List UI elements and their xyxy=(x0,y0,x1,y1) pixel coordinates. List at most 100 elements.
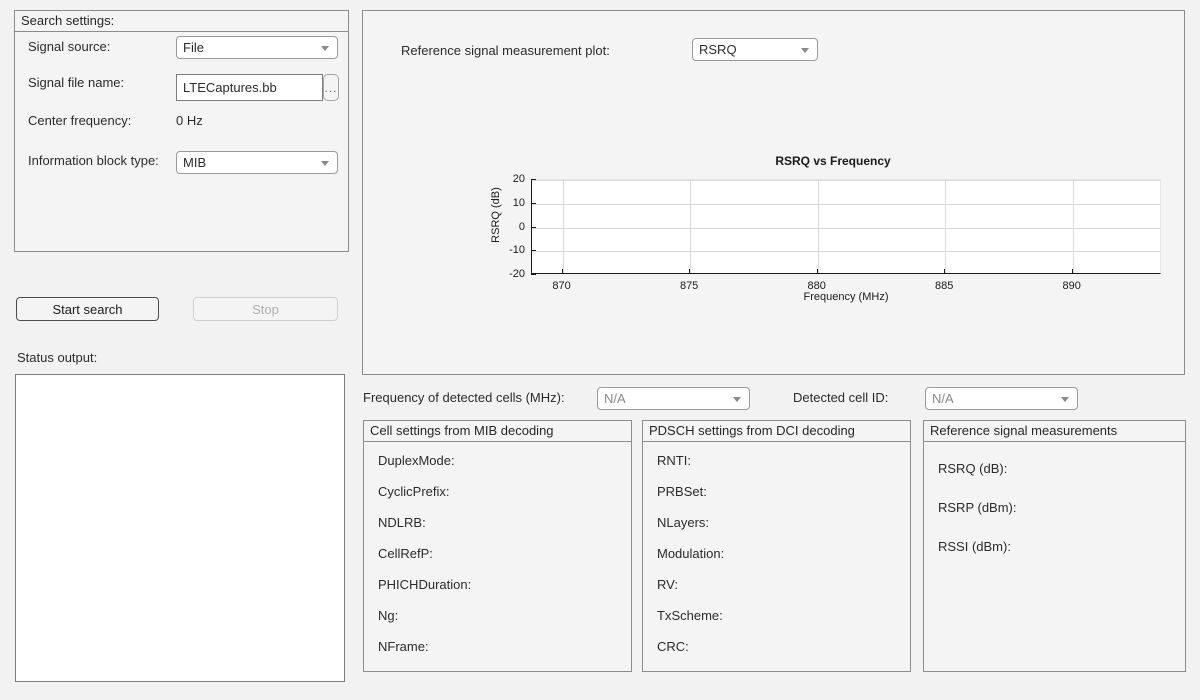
gridline-horizontal xyxy=(532,180,1160,181)
field-row: NFrame: xyxy=(378,639,437,654)
x-tick-label: 875 xyxy=(679,280,699,292)
plot-x-axis-label: Frequency (MHz) xyxy=(803,291,889,303)
search-settings-title: Search settings: xyxy=(15,11,348,32)
dci-settings-panel: PDSCH settings from DCI decoding RNTI: PR… xyxy=(642,420,911,672)
plot-selector-dropdown[interactable]: RSRQ xyxy=(692,38,818,61)
gridline-vertical xyxy=(562,180,564,273)
x-tick-label: 890 xyxy=(1062,280,1081,292)
mib-settings-panel: Cell settings from MIB decoding DuplexMo… xyxy=(363,420,632,672)
signal-source-dropdown[interactable]: File xyxy=(176,36,338,59)
stop-button: Stop xyxy=(193,297,338,321)
plot-series-layer xyxy=(532,180,1162,275)
field-row: RSRP (dBm): xyxy=(938,500,1025,515)
dci-settings-title: PDSCH settings from DCI decoding xyxy=(643,421,910,442)
y-tick-label: 20 xyxy=(512,173,525,185)
x-tick-label: 870 xyxy=(552,280,571,292)
field-label: RNTI: xyxy=(657,453,691,468)
y-tick-label: -10 xyxy=(509,244,525,257)
y-tick-mark xyxy=(531,179,536,180)
plot-selector-label: Reference signal measurement plot: xyxy=(401,43,610,58)
x-tick-mark xyxy=(689,269,691,274)
field-label: Modulation: xyxy=(657,546,725,561)
plot-selector-value: RSRQ xyxy=(699,42,737,57)
field-row: Ng: xyxy=(378,608,406,623)
y-tick-mark xyxy=(531,202,536,204)
field-label: NLayers: xyxy=(657,515,710,530)
field-label: RSRQ (dB): xyxy=(938,461,1008,476)
signal-file-value: LTECaptures.bb xyxy=(183,80,277,95)
y-tick-label: 0 xyxy=(518,220,525,233)
field-row: RNTI: xyxy=(657,453,699,468)
field-label: RSRP (dBm): xyxy=(938,500,1017,515)
field-label: RV: xyxy=(657,577,678,592)
chevron-down-icon xyxy=(1061,396,1069,402)
field-label: TxScheme: xyxy=(657,608,723,623)
y-tick-mark xyxy=(531,226,536,228)
detected-frequency-label: Frequency of detected cells (MHz): xyxy=(363,390,565,405)
status-output-textarea[interactable] xyxy=(15,374,345,682)
chevron-down-icon xyxy=(321,160,329,166)
reference-signal-title: Reference signal measurements xyxy=(924,421,1185,442)
detected-frequency-dropdown[interactable]: N/A xyxy=(597,387,750,410)
field-row: RV: xyxy=(657,577,686,592)
gridline-horizontal xyxy=(532,227,1160,229)
detected-cell-id-dropdown[interactable]: N/A xyxy=(925,387,1078,410)
status-output-label: Status output: xyxy=(17,350,98,365)
field-label: Ng: xyxy=(378,608,399,623)
signal-source-value: File xyxy=(183,40,204,55)
chevron-down-icon xyxy=(801,47,809,53)
information-block-type-dropdown[interactable]: MIB xyxy=(176,151,338,174)
x-tick-label: 885 xyxy=(935,280,954,292)
field-label: NDLRB: xyxy=(378,515,426,530)
reference-signal-panel: Reference signal measurements RSRQ (dB):… xyxy=(923,420,1186,672)
x-tick-label: 880 xyxy=(807,280,826,292)
field-label: CellRefP: xyxy=(378,546,433,561)
chevron-down-icon xyxy=(733,396,741,402)
field-row: NDLRB: xyxy=(378,515,434,530)
field-row: PRBSet: xyxy=(657,484,715,499)
chevron-down-icon xyxy=(321,45,329,51)
y-tick-mark xyxy=(531,274,536,275)
detected-frequency-value: N/A xyxy=(604,391,626,406)
signal-file-input[interactable]: LTECaptures.bb xyxy=(176,74,323,101)
plot-title: RSRQ vs Frequency xyxy=(775,154,891,168)
search-settings-panel: Search settings: Signal source: File Sig… xyxy=(14,10,349,252)
field-row: CellRefP: xyxy=(378,546,441,561)
gridline-vertical xyxy=(1072,180,1074,273)
gridline-vertical xyxy=(690,180,692,273)
detected-cell-id-label: Detected cell ID: xyxy=(793,390,889,405)
signal-file-label: Signal file name: xyxy=(28,75,125,90)
gridline-horizontal xyxy=(532,203,1160,205)
center-frequency-value: 0 Hz xyxy=(176,113,203,128)
field-label: RSSI (dBm): xyxy=(938,539,1011,554)
start-search-button[interactable]: Start search xyxy=(16,297,159,321)
field-label: DuplexMode: xyxy=(378,453,455,468)
gridline-horizontal xyxy=(532,251,1160,253)
x-tick-mark xyxy=(1071,269,1073,274)
field-label: PHICHDuration: xyxy=(378,577,472,592)
field-row: RSRQ (dB): xyxy=(938,461,1015,476)
information-block-type-label: Information block type: xyxy=(28,153,159,168)
field-row: DuplexMode: xyxy=(378,453,463,468)
mib-settings-title: Cell settings from MIB decoding xyxy=(364,421,631,442)
x-tick-mark xyxy=(944,269,946,274)
plot-y-axis-label: RSRQ (dB) xyxy=(490,187,502,243)
y-tick-mark xyxy=(531,250,536,252)
field-label: CRC: xyxy=(657,639,689,654)
plot-container-panel: Reference signal measurement plot: RSRQ … xyxy=(362,10,1185,375)
browse-file-button[interactable]: ... xyxy=(323,74,339,101)
x-tick-mark xyxy=(561,269,563,274)
status-output-text xyxy=(16,375,344,383)
rsrq-plot: RSRQ vs Frequency RSRQ (dB) -20 -10 0 10 20 8… xyxy=(490,154,1173,303)
gridline-vertical xyxy=(945,180,947,273)
x-tick-mark xyxy=(816,269,818,274)
field-row: NLayers: xyxy=(657,515,717,530)
detected-cell-id-value: N/A xyxy=(932,391,954,406)
information-block-type-value: MIB xyxy=(183,155,207,170)
field-label: PRBSet: xyxy=(657,484,707,499)
field-row: CyclicPrefix: xyxy=(378,484,458,499)
field-row: TxScheme: xyxy=(657,608,731,623)
field-row: Modulation: xyxy=(657,546,732,561)
field-row: CRC: xyxy=(657,639,697,654)
